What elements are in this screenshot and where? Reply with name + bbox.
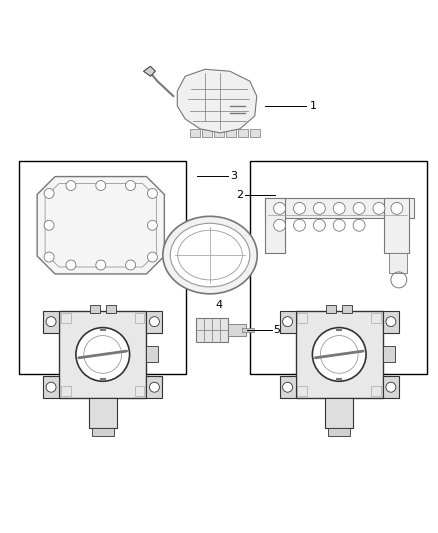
Ellipse shape — [163, 216, 257, 294]
Circle shape — [373, 203, 385, 214]
Circle shape — [333, 203, 345, 214]
Bar — [383, 346, 395, 362]
Circle shape — [148, 189, 157, 198]
Bar — [297, 386, 307, 396]
Text: 3: 3 — [230, 171, 237, 181]
Circle shape — [66, 260, 76, 270]
Bar — [146, 376, 162, 398]
Text: 1: 1 — [309, 101, 316, 111]
Circle shape — [44, 189, 54, 198]
Bar — [92, 428, 114, 436]
Bar — [89, 398, 117, 428]
Polygon shape — [144, 66, 155, 76]
Text: 4: 4 — [215, 300, 222, 310]
Bar — [242, 328, 254, 332]
Circle shape — [283, 382, 293, 392]
Polygon shape — [37, 176, 164, 274]
Text: 5: 5 — [274, 325, 281, 335]
Ellipse shape — [170, 223, 250, 287]
Bar — [202, 129, 212, 137]
Bar — [250, 160, 427, 374]
Bar — [383, 376, 399, 398]
Polygon shape — [177, 69, 257, 133]
Circle shape — [353, 203, 365, 214]
Bar — [297, 313, 307, 322]
Text: 2: 2 — [236, 190, 243, 200]
Bar — [342, 305, 352, 313]
Bar — [19, 160, 186, 374]
Bar — [371, 386, 381, 396]
Circle shape — [46, 382, 56, 392]
Bar — [59, 311, 146, 398]
Circle shape — [386, 382, 396, 392]
Bar — [214, 129, 224, 137]
Circle shape — [274, 219, 286, 231]
Bar — [383, 311, 399, 333]
Bar — [63, 197, 138, 254]
Bar — [265, 198, 414, 219]
Bar — [226, 129, 236, 137]
Circle shape — [44, 220, 54, 230]
Circle shape — [96, 260, 106, 270]
Bar — [134, 313, 145, 322]
Circle shape — [126, 181, 135, 190]
Circle shape — [148, 220, 157, 230]
Circle shape — [148, 252, 157, 262]
Bar — [190, 129, 200, 137]
Circle shape — [44, 252, 54, 262]
Bar — [43, 376, 59, 398]
Bar — [238, 129, 248, 137]
Bar — [296, 311, 383, 398]
Bar — [389, 253, 407, 273]
Circle shape — [126, 260, 135, 270]
Circle shape — [283, 317, 293, 327]
Bar — [196, 318, 228, 342]
Bar — [250, 129, 260, 137]
Circle shape — [353, 219, 365, 231]
Bar — [90, 305, 100, 313]
Bar — [371, 313, 381, 322]
Circle shape — [149, 382, 159, 392]
Bar — [106, 305, 116, 313]
Bar — [384, 198, 409, 253]
Circle shape — [46, 317, 56, 327]
Circle shape — [386, 317, 396, 327]
Bar — [279, 311, 296, 333]
Circle shape — [312, 328, 366, 381]
Bar — [146, 346, 159, 362]
Circle shape — [293, 219, 305, 231]
Circle shape — [274, 203, 286, 214]
Circle shape — [76, 328, 130, 381]
Bar — [325, 398, 353, 428]
Bar — [328, 428, 350, 436]
Circle shape — [96, 181, 106, 190]
Circle shape — [149, 317, 159, 327]
Circle shape — [66, 181, 76, 190]
Bar — [279, 376, 296, 398]
Bar — [43, 311, 59, 333]
Bar — [61, 313, 71, 322]
Circle shape — [293, 203, 305, 214]
Circle shape — [333, 219, 345, 231]
Ellipse shape — [178, 230, 242, 280]
Bar — [61, 386, 71, 396]
Bar — [265, 198, 285, 253]
Bar — [326, 305, 336, 313]
Bar — [228, 324, 246, 336]
Circle shape — [314, 219, 325, 231]
Bar — [146, 311, 162, 333]
Bar — [134, 386, 145, 396]
Circle shape — [391, 203, 403, 214]
Circle shape — [314, 203, 325, 214]
